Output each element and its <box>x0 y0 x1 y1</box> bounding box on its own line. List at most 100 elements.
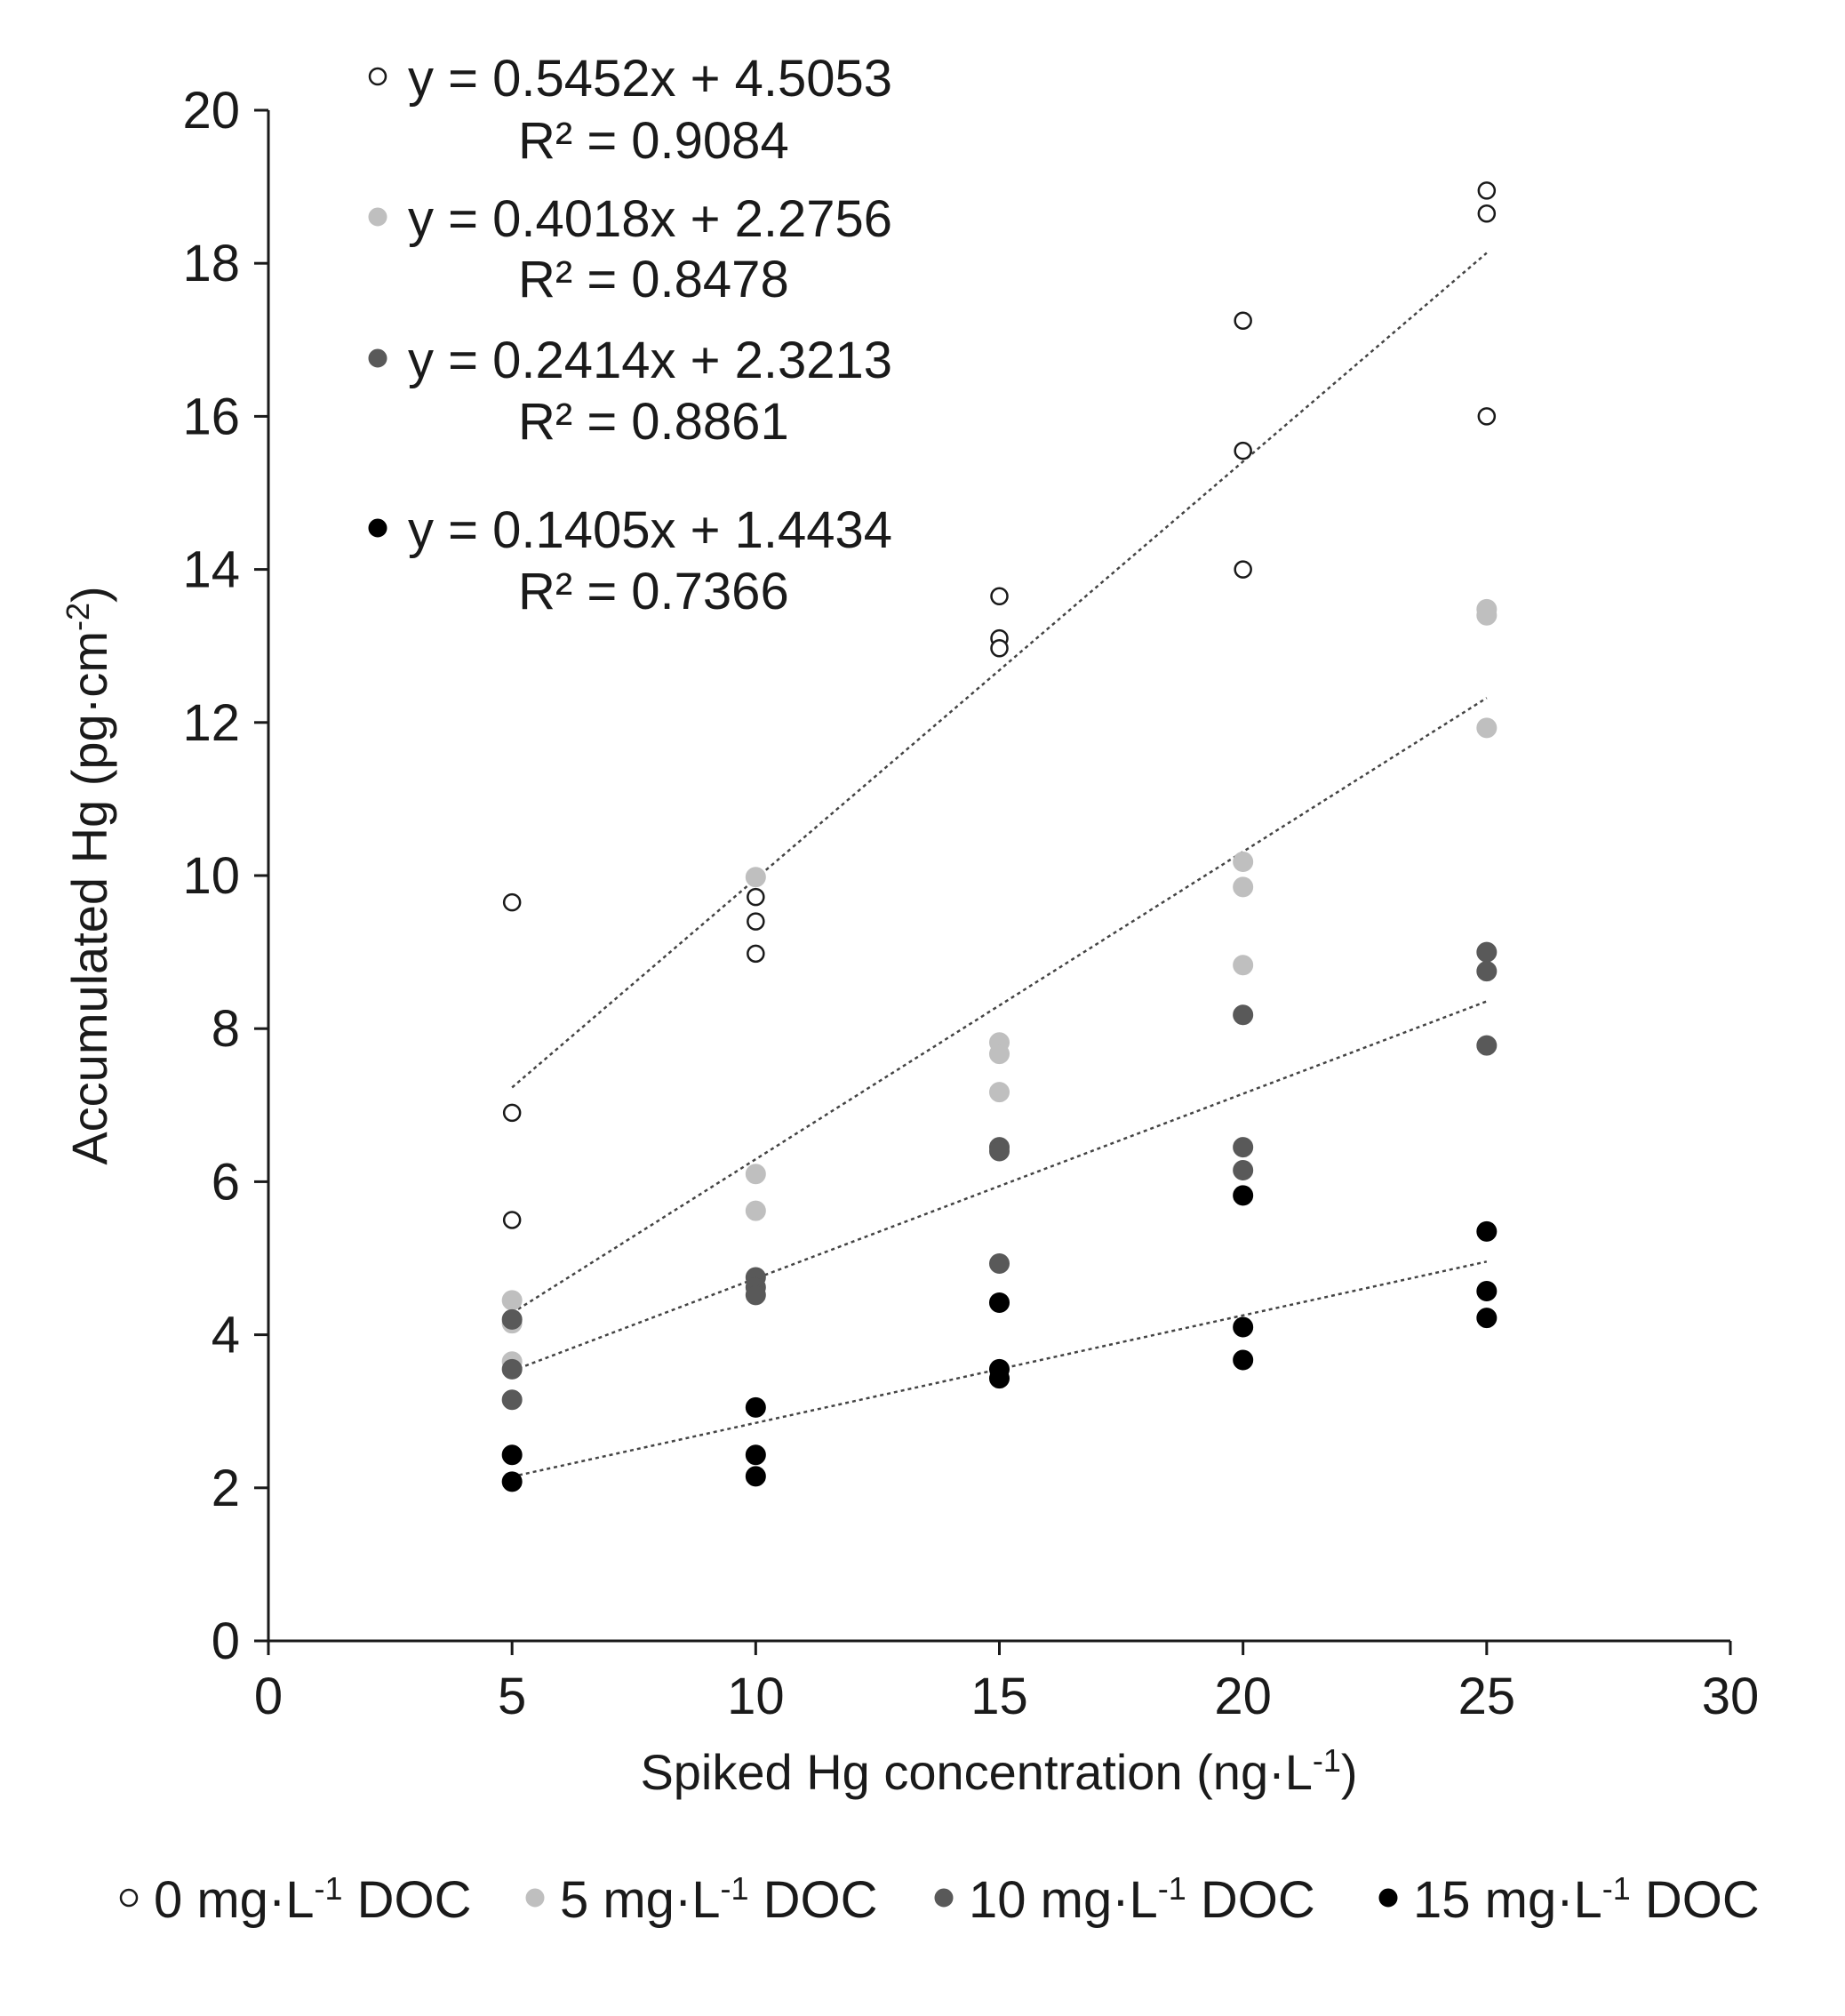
data-point <box>1476 941 1498 963</box>
trendline-equation: y = 0.5452x + 4.5053 <box>408 50 892 108</box>
trendline-equation: y = 0.2414x + 2.3213 <box>408 332 892 389</box>
y-tick-label: 10 <box>182 847 240 905</box>
r-squared-label: R² = 0.9084 <box>518 112 789 170</box>
r-squared-label: R² = 0.7366 <box>518 563 789 620</box>
y-tick-label: 16 <box>182 388 240 445</box>
trendline <box>511 252 1488 1089</box>
data-point <box>1233 1004 1254 1026</box>
y-axis-title: Accumulated Hg (pg·cm-2) <box>60 586 117 1164</box>
legend-marker <box>934 1888 954 1908</box>
data-point <box>502 1211 522 1229</box>
data-point <box>1476 1035 1498 1056</box>
data-point <box>745 1164 766 1185</box>
r-squared-label: R² = 0.8861 <box>518 393 789 451</box>
equation-marker <box>368 518 387 538</box>
axes: 0 5 10 15 20 25 30 0 2 4 6 8 10 12 14 16 18 20 <box>182 82 1759 1725</box>
data-point <box>501 1444 523 1466</box>
data-point <box>745 1466 766 1487</box>
x-tick-label: 10 <box>727 1668 785 1725</box>
legend-label: 0 mg·L-1 DOC <box>154 1870 472 1929</box>
equation-marker <box>368 207 387 227</box>
legend-marker <box>525 1888 545 1908</box>
data-point <box>989 1368 1010 1389</box>
data-point <box>1234 311 1252 331</box>
data-point <box>989 1082 1010 1103</box>
legend-marker <box>119 1888 139 1908</box>
y-tick-label: 4 <box>212 1307 240 1364</box>
data-point <box>747 912 765 931</box>
data-point <box>1477 204 1497 223</box>
data-point <box>1477 407 1497 426</box>
x-tick-label: 30 <box>1702 1668 1760 1725</box>
data-point <box>1476 1220 1498 1242</box>
data-point <box>745 1444 766 1466</box>
trendline-equation: y = 0.1405x + 1.4434 <box>408 501 892 559</box>
x-tick-label: 25 <box>1458 1668 1516 1725</box>
y-tick-label: 18 <box>182 235 240 292</box>
y-tick-label: 6 <box>212 1153 240 1211</box>
data-point <box>1233 1159 1254 1180</box>
x-tick-label: 20 <box>1214 1668 1272 1725</box>
data-point <box>1233 1137 1254 1158</box>
axis-titles: Spiked Hg concentration (ng·L-1) Accumula… <box>60 586 1358 1800</box>
trendline <box>511 1000 1488 1372</box>
data-point <box>747 944 765 964</box>
data-point <box>501 1389 523 1411</box>
data-point <box>989 1140 1010 1162</box>
data-point <box>1233 1185 1254 1206</box>
data-point <box>747 887 765 907</box>
y-tick-label: 8 <box>212 1000 240 1058</box>
data-point <box>1233 1316 1254 1338</box>
equation-marker <box>368 348 387 368</box>
y-tick-label: 20 <box>182 82 240 140</box>
data-point <box>502 1103 522 1123</box>
data-point <box>1476 604 1498 626</box>
data-point <box>990 639 1009 658</box>
y-tick-label: 12 <box>182 694 240 752</box>
data-point <box>1476 717 1498 739</box>
legend-label: 5 mg·L-1 DOC <box>560 1870 878 1929</box>
data-point <box>1233 1349 1254 1371</box>
data-point <box>501 1308 523 1330</box>
legend-marker <box>1378 1888 1398 1908</box>
data-point <box>1476 961 1498 982</box>
data-point <box>745 1284 766 1306</box>
x-axis-title: Spiked Hg concentration (ng·L-1) <box>640 1742 1357 1800</box>
data-point <box>745 1396 766 1418</box>
data-point <box>501 1471 523 1492</box>
data-point <box>745 867 766 888</box>
y-tick-label: 2 <box>212 1460 240 1517</box>
data-point <box>501 1358 523 1380</box>
y-tick-label: 14 <box>182 541 240 599</box>
data-point <box>1476 1308 1498 1329</box>
data-point <box>502 892 522 912</box>
legend-label: 15 mg·L-1 DOC <box>1413 1870 1760 1929</box>
data-point <box>1234 441 1252 460</box>
trendline <box>511 697 1488 1315</box>
data-point <box>989 1253 1010 1275</box>
y-tick-label: 0 <box>212 1612 240 1670</box>
data-point <box>1234 560 1252 579</box>
trendline-equation: y = 0.4018x + 2.2756 <box>408 190 892 248</box>
data-point <box>989 1292 1010 1313</box>
data-point <box>1233 876 1254 898</box>
equation-marker <box>368 67 387 86</box>
data-point <box>1233 955 1254 976</box>
r-squared-label: R² = 0.8478 <box>518 251 789 308</box>
data-point <box>1476 1281 1498 1302</box>
legend-label: 10 mg·L-1 DOC <box>969 1870 1315 1929</box>
data-points <box>501 181 1498 1492</box>
x-tick-label: 5 <box>498 1668 526 1725</box>
data-point <box>745 1200 766 1221</box>
x-tick-label: 0 <box>254 1668 283 1725</box>
x-tick-label: 15 <box>970 1668 1028 1725</box>
legend: 0 mg·L-1 DOC 5 mg·L-1 DOC 10 mg·L-1 DOC 15 … <box>119 1870 1760 1929</box>
data-point <box>989 1044 1010 1065</box>
data-point <box>1233 852 1254 873</box>
data-point <box>1477 181 1497 200</box>
data-point <box>990 587 1009 605</box>
data-point <box>501 1290 523 1311</box>
